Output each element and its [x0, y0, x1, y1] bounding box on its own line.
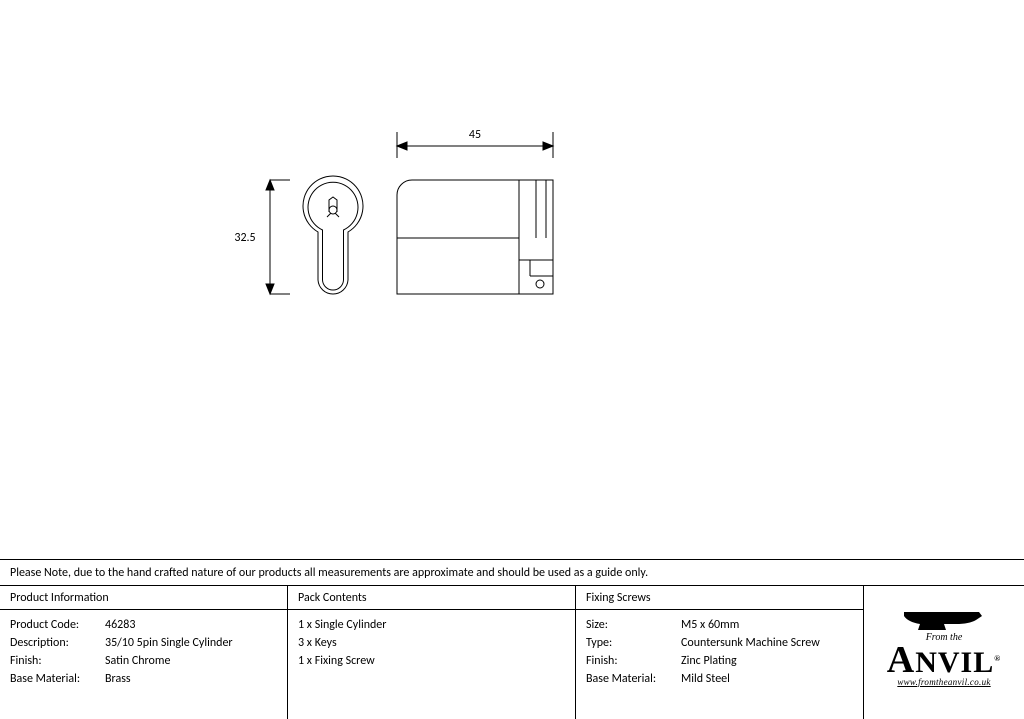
height-dimension: 32.5 — [234, 180, 290, 294]
kv-label: Finish: — [586, 652, 681, 670]
logo-name: ANVIL® — [874, 643, 1014, 677]
width-value: 45 — [469, 128, 481, 142]
pack-item: 1 x Single Cylinder — [298, 616, 565, 634]
kv-value: Brass — [105, 670, 131, 688]
logo-text: From the ANVIL® www.fromtheanvil.co.uk — [874, 632, 1014, 687]
kv-row: Finish: Zinc Plating — [586, 652, 853, 670]
kv-row: Size: M5 x 60mm — [586, 616, 853, 634]
kv-value: Countersunk Machine Screw — [681, 634, 820, 652]
kv-label: Finish: — [10, 652, 105, 670]
kv-label: Type: — [586, 634, 681, 652]
note-row: Please Note, due to the hand crafted nat… — [0, 560, 1024, 586]
pack-item: 1 x Fixing Screw — [298, 652, 565, 670]
kv-value: 35/10 5pin Single Cylinder — [105, 634, 233, 652]
kv-value: Mild Steel — [681, 670, 730, 688]
col-pack: Pack Contents 1 x Single Cylinder 3 x Ke… — [288, 586, 576, 719]
kv-row: Description: 35/10 5pin Single Cylinder — [10, 634, 277, 652]
info-area: Product Information Product Code: 46283 … — [0, 586, 1024, 719]
kv-label: Description: — [10, 634, 105, 652]
col-body-product: Product Code: 46283 Description: 35/10 5… — [0, 610, 287, 694]
kv-value: M5 x 60mm — [681, 616, 739, 634]
col-header-product: Product Information — [0, 586, 287, 610]
kv-label: Base Material: — [586, 670, 681, 688]
col-fixing: Fixing Screws Size: M5 x 60mm Type: Coun… — [576, 586, 864, 719]
kv-value: Satin Chrome — [105, 652, 170, 670]
front-view — [303, 176, 363, 294]
col-header-pack: Pack Contents — [288, 586, 575, 610]
kv-row: Base Material: Brass — [10, 670, 277, 688]
height-value: 32.5 — [234, 231, 255, 245]
kv-value: Zinc Plating — [681, 652, 737, 670]
col-body-fixing: Size: M5 x 60mm Type: Countersunk Machin… — [576, 610, 863, 694]
width-dimension: 45 — [397, 128, 553, 158]
pack-item: 3 x Keys — [298, 634, 565, 652]
kv-label: Base Material: — [10, 670, 105, 688]
kv-row: Product Code: 46283 — [10, 616, 277, 634]
side-view — [397, 180, 553, 294]
anvil-icon — [884, 606, 1004, 632]
col-product: Product Information Product Code: 46283 … — [0, 586, 288, 719]
kv-label: Product Code: — [10, 616, 105, 634]
kv-label: Size: — [586, 616, 681, 634]
registered-mark: ® — [994, 654, 1001, 663]
note-text: Please Note, due to the hand crafted nat… — [10, 566, 648, 580]
drawing-area: 32.5 45 — [0, 0, 1024, 560]
kv-row: Type: Countersunk Machine Screw — [586, 634, 853, 652]
technical-drawing: 32.5 45 — [0, 0, 1024, 560]
kv-value: 46283 — [105, 616, 135, 634]
kv-row: Base Material: Mild Steel — [586, 670, 853, 688]
col-header-fixing: Fixing Screws — [576, 586, 863, 610]
logo-box: From the ANVIL® www.fromtheanvil.co.uk — [864, 586, 1024, 719]
kv-row: Finish: Satin Chrome — [10, 652, 277, 670]
col-body-pack: 1 x Single Cylinder 3 x Keys 1 x Fixing … — [288, 610, 575, 676]
